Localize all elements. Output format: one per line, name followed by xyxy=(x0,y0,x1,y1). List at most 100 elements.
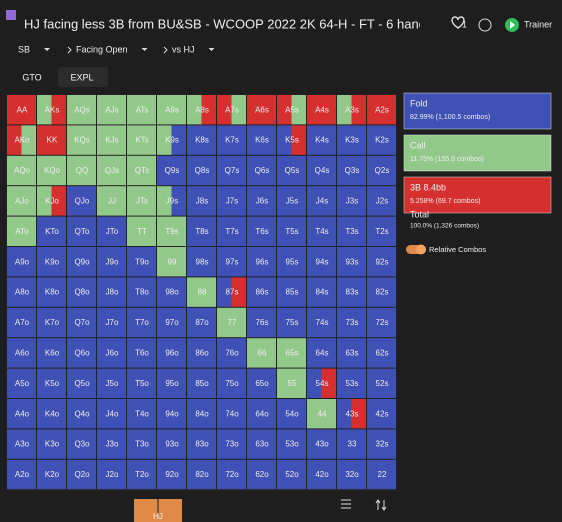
hand-label[interactable]: QTs xyxy=(135,166,149,175)
hand-label[interactable]: 82s xyxy=(376,288,389,297)
hand-label[interactable]: T8s xyxy=(195,227,208,236)
share-icon[interactable] xyxy=(478,18,492,32)
hand-label[interactable]: K4o xyxy=(45,409,60,418)
hand-label[interactable]: K2o xyxy=(45,470,60,479)
hand-label[interactable]: J6o xyxy=(106,349,119,358)
hand-label[interactable]: 86s xyxy=(256,288,269,297)
hand-label[interactable]: K3s xyxy=(345,136,359,145)
hand-label[interactable]: 64s xyxy=(316,349,329,358)
hand-label[interactable]: 54s xyxy=(316,379,329,388)
hand-label[interactable]: T7o xyxy=(135,318,149,327)
hand-label[interactable]: 86o xyxy=(195,349,209,358)
hand-label[interactable]: 62o xyxy=(255,470,269,479)
hand-label[interactable]: K7s xyxy=(225,136,239,145)
hand-label[interactable]: AQo xyxy=(14,166,31,175)
hand-label[interactable]: T7s xyxy=(225,227,238,236)
hand-label[interactable]: K8s xyxy=(195,136,209,145)
tab[interactable]: GTO xyxy=(22,72,41,82)
hand-label[interactable]: 92o xyxy=(165,470,179,479)
hand-label[interactable]: KTs xyxy=(135,136,148,145)
hand-label[interactable]: J8s xyxy=(196,197,208,206)
hand-label[interactable]: 66 xyxy=(258,349,267,358)
hand-label[interactable]: 83s xyxy=(346,288,359,297)
hand-label[interactable]: 52s xyxy=(376,379,389,388)
hand-label[interactable]: Q3o xyxy=(74,440,90,449)
hand-label[interactable]: A3o xyxy=(15,440,30,449)
hand-label[interactable]: 87s xyxy=(226,288,239,297)
hand-label[interactable]: 64o xyxy=(255,409,269,418)
hand-label[interactable]: 96s xyxy=(256,257,269,266)
hand-label[interactable]: AQs xyxy=(74,105,90,114)
hand-label[interactable]: AKs xyxy=(45,105,60,114)
tab[interactable]: EXPL xyxy=(70,72,93,82)
hand-label[interactable]: 52o xyxy=(285,470,299,479)
hand-label[interactable]: 95s xyxy=(286,257,299,266)
hand-label[interactable]: 43o xyxy=(315,440,329,449)
like-icon[interactable] xyxy=(451,16,465,29)
hand-label[interactable]: A4o xyxy=(15,409,30,418)
hand-label[interactable]: 43s xyxy=(346,409,359,418)
legend-box[interactable] xyxy=(403,92,552,130)
hand-label[interactable]: K3o xyxy=(45,440,60,449)
hand-label[interactable]: A6o xyxy=(15,349,30,358)
hand-label[interactable]: Q4s xyxy=(315,166,330,175)
hand-label[interactable]: 85s xyxy=(286,288,299,297)
hand-label[interactable]: KTo xyxy=(45,227,59,236)
hand-label[interactable]: 73s xyxy=(346,318,359,327)
hand-label[interactable]: TT xyxy=(137,227,147,236)
hand-label[interactable]: 73o xyxy=(225,440,239,449)
hand-label[interactable]: J2o xyxy=(106,470,119,479)
hand-label[interactable]: ATo xyxy=(15,227,29,236)
hand-label[interactable]: J7s xyxy=(226,197,238,206)
hand-label[interactable]: T9s xyxy=(165,227,178,236)
hand-label[interactable]: 42o xyxy=(315,470,329,479)
filter-label[interactable]: Facing Open xyxy=(76,44,128,54)
hand-label[interactable]: K9o xyxy=(45,257,60,266)
hand-label[interactable]: 83o xyxy=(195,440,209,449)
hand-label[interactable]: 74s xyxy=(316,318,329,327)
hand-label[interactable]: 94s xyxy=(316,257,329,266)
hand-label[interactable]: T9o xyxy=(135,257,149,266)
hand-label[interactable]: AKo xyxy=(14,136,30,145)
hand-label[interactable]: A2s xyxy=(375,105,389,114)
hand-label[interactable]: A3s xyxy=(345,105,359,114)
hand-label[interactable]: 96o xyxy=(165,349,179,358)
hand-label[interactable]: J8o xyxy=(106,288,119,297)
hand-label[interactable]: J4s xyxy=(316,197,328,206)
hand-label[interactable]: 32s xyxy=(376,440,389,449)
hand-label[interactable]: Q4o xyxy=(74,409,90,418)
hand-label[interactable]: 65s xyxy=(286,349,299,358)
hand-label[interactable]: JTo xyxy=(106,227,119,236)
hand-label[interactable]: 87o xyxy=(195,318,209,327)
hand-label[interactable]: 62s xyxy=(376,349,389,358)
hand-label[interactable]: 33 xyxy=(348,440,357,449)
hand-label[interactable]: AJo xyxy=(15,197,29,206)
hand-label[interactable]: K8o xyxy=(45,288,60,297)
hand-label[interactable]: J7o xyxy=(106,318,119,327)
hand-label[interactable]: 77 xyxy=(228,318,237,327)
list-icon[interactable] xyxy=(341,499,351,509)
hand-label[interactable]: T2s xyxy=(375,227,388,236)
hand-label[interactable]: Q5s xyxy=(285,166,300,175)
hand-label[interactable]: QQ xyxy=(76,166,88,175)
hand-label[interactable]: A5s xyxy=(285,105,299,114)
hand-label[interactable]: 53s xyxy=(346,379,359,388)
hand-label[interactable]: 88 xyxy=(198,288,207,297)
hand-label[interactable]: K7o xyxy=(45,318,60,327)
hand-label[interactable]: 93s xyxy=(346,257,359,266)
hand-label[interactable]: JTs xyxy=(136,197,148,206)
hand-label[interactable]: AA xyxy=(17,105,28,114)
hand-label[interactable]: KQo xyxy=(44,166,61,175)
hand-label[interactable]: 75s xyxy=(286,318,299,327)
hand-label[interactable]: K5o xyxy=(45,379,60,388)
hand-label[interactable]: J9s xyxy=(166,197,178,206)
hand-label[interactable]: Q5o xyxy=(74,379,90,388)
hand-label[interactable]: A8o xyxy=(15,288,30,297)
hand-label[interactable]: KJo xyxy=(45,197,59,206)
hand-label[interactable]: T4s xyxy=(315,227,328,236)
trainer-label[interactable]: Trainer xyxy=(524,19,552,29)
hand-label[interactable]: 63o xyxy=(255,440,269,449)
hand-label[interactable]: J6s xyxy=(256,197,268,206)
hand-label[interactable]: Q6o xyxy=(74,349,90,358)
hand-label[interactable]: J5s xyxy=(286,197,298,206)
